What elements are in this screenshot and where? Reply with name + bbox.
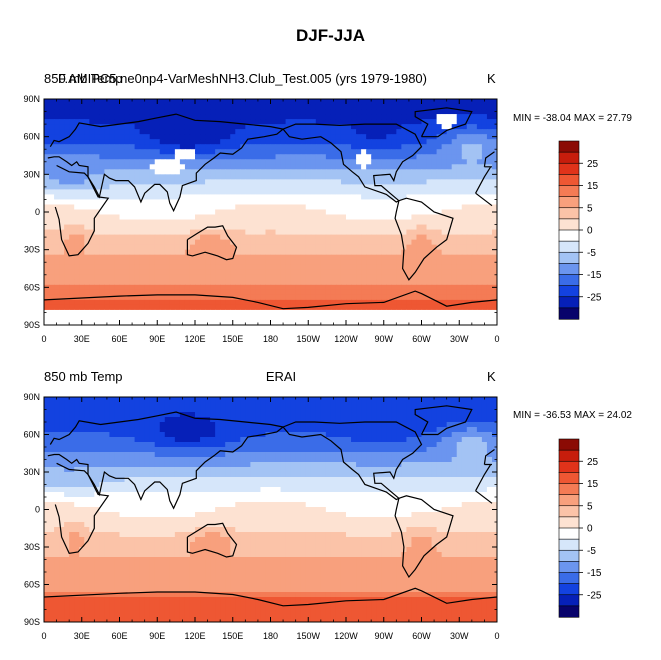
x-tick-label: 90E — [149, 631, 165, 641]
colorbar-label: 25 — [587, 159, 599, 170]
y-tick-label: 30S — [24, 245, 40, 255]
colorbar: 25 15 5 0 -5 -15 -25 — [558, 140, 602, 320]
x-tick-label: 90E — [149, 334, 165, 344]
y-tick-label: 30S — [24, 542, 40, 552]
y-tick-label: 90S — [24, 320, 40, 330]
colorbar-label: 0 — [587, 226, 593, 237]
coastlines — [44, 107, 497, 310]
x-tick-label: 180 — [263, 631, 278, 641]
figure-title: DJF-JJA — [296, 26, 365, 45]
x-tick-label: 150W — [296, 334, 320, 344]
y-tick-label: 60S — [24, 282, 40, 292]
colorbar-label: 0 — [587, 524, 593, 535]
x-tick-label: 60W — [412, 631, 431, 641]
x-tick-label: 0 — [41, 631, 46, 641]
colorbar-swatch — [558, 460, 580, 473]
colorbar-label: 25 — [587, 457, 599, 468]
x-tick-label: 30E — [74, 631, 90, 641]
panel2-left-title: 850 mb Temp — [44, 369, 123, 384]
x-tick-label: 120E — [184, 334, 205, 344]
x-tick-label: 0 — [494, 334, 499, 344]
x-tick-label: 0 — [494, 631, 499, 641]
colorbar-swatch — [558, 472, 580, 485]
colorbar-label: -15 — [587, 568, 602, 579]
colorbar-label: -5 — [587, 248, 596, 259]
y-tick-label: 90N — [23, 94, 40, 104]
colorbar-swatch — [558, 572, 580, 585]
panel1-min-max: MIN = -38.04 MAX = 27.79 — [513, 113, 632, 124]
colorbar-swatch — [558, 527, 580, 540]
x-tick-label: 60E — [111, 631, 127, 641]
y-tick-label: 90S — [24, 617, 40, 627]
x-tick-label: 60W — [412, 334, 431, 344]
colorbar-label: -25 — [587, 590, 602, 601]
x-tick-label: 180 — [263, 334, 278, 344]
colorbar-swatch — [558, 605, 580, 618]
y-tick-label: 0 — [35, 505, 40, 515]
x-tick-label: 90W — [374, 631, 393, 641]
y-tick-label: 30N — [23, 467, 40, 477]
colorbar-swatch — [558, 583, 580, 596]
colorbar-swatch — [558, 516, 580, 529]
panel1-left-title: 850 mb Temp — [44, 71, 123, 86]
colorbar-swatch — [558, 494, 580, 507]
coastlines — [44, 405, 497, 607]
colorbar-swatch — [558, 438, 580, 451]
colorbar-label: -15 — [587, 270, 602, 281]
colorbar-swatch — [558, 594, 580, 607]
colorbar-label: -25 — [587, 292, 602, 303]
y-tick-label: 60S — [24, 580, 40, 590]
colorbar-swatch — [558, 449, 580, 462]
colorbar-swatch — [558, 549, 580, 562]
x-tick-label: 150E — [222, 334, 243, 344]
temperature-field — [44, 397, 497, 622]
colorbar: 25 15 5 0 -5 -15 -25 — [558, 438, 602, 618]
panel2-units: K — [487, 369, 496, 384]
x-tick-label: 90W — [374, 334, 393, 344]
colorbar-label: 15 — [587, 479, 599, 490]
y-tick-label: 30N — [23, 169, 40, 179]
colorbar-swatch — [558, 307, 580, 320]
colorbar-label: 15 — [587, 181, 599, 192]
colorbar-swatch — [558, 483, 580, 496]
x-tick-label: 150W — [296, 631, 320, 641]
colorbar-label: 5 — [587, 501, 593, 512]
panel2-min-max: MIN = -36.53 MAX = 24.02 — [513, 410, 632, 421]
colorbar-swatch — [558, 538, 580, 551]
x-tick-label: 120W — [334, 334, 358, 344]
x-tick-label: 30W — [450, 334, 469, 344]
y-tick-label: 60N — [23, 430, 40, 440]
x-tick-label: 150E — [222, 631, 243, 641]
x-tick-label: 30W — [450, 631, 469, 641]
y-tick-label: 90N — [23, 392, 40, 402]
x-tick-label: 30E — [74, 334, 90, 344]
colorbar-swatch — [558, 505, 580, 518]
panel1-case-title: F.AMIPC5.ne0np4-VarMeshNH3.Club_Test.005… — [58, 71, 427, 86]
colorbar-label: -5 — [587, 546, 596, 557]
colorbar-label: 5 — [587, 203, 593, 214]
colorbar-swatch — [558, 561, 580, 574]
x-tick-label: 120E — [184, 631, 205, 641]
panel2-case-title: ERAI — [265, 369, 297, 384]
y-tick-label: 0 — [35, 207, 40, 217]
x-tick-label: 120W — [334, 631, 358, 641]
x-tick-label: 0 — [41, 334, 46, 344]
y-tick-label: 60N — [23, 132, 40, 142]
x-tick-label: 60E — [111, 334, 127, 344]
panel1-units: K — [487, 71, 496, 86]
